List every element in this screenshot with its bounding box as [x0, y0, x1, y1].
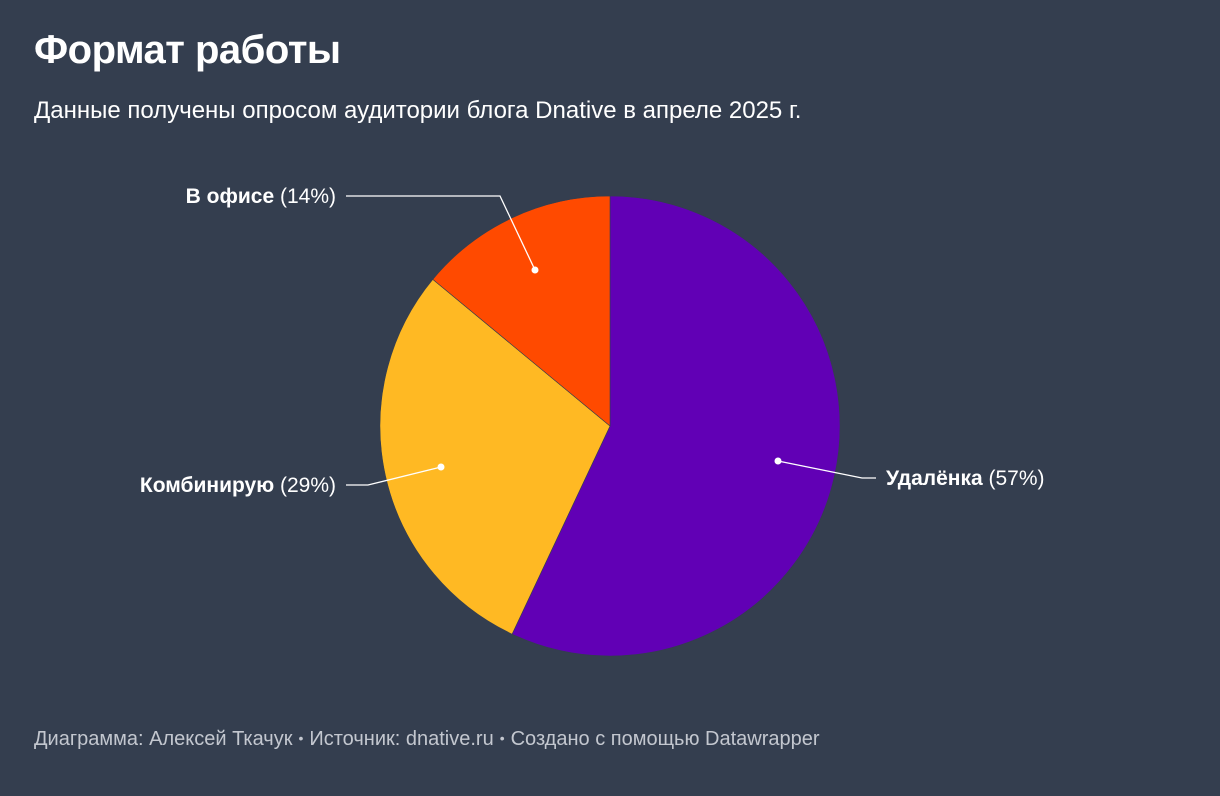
leader-dot	[531, 266, 539, 274]
slice-label-name: Комбинирую	[140, 474, 274, 497]
pie-slices	[379, 195, 841, 657]
pie-annotations: Удалёнка (57%) Комбинирую (29%) В офисе (1…	[140, 185, 1045, 497]
slice-label-value: (29%)	[274, 474, 336, 497]
pie-slice	[379, 278, 611, 635]
leader-line	[777, 460, 876, 479]
leader-dot	[774, 457, 782, 465]
source-link[interactable]: Источник: dnative.ru	[309, 728, 494, 750]
pie-slice	[432, 195, 611, 427]
datawrapper-link[interactable]: Создано с помощью Datawrapper	[510, 728, 820, 750]
leader-dot	[437, 463, 445, 471]
footer-separator: •	[298, 730, 304, 746]
slice-label: Комбинирую (29%)	[140, 474, 336, 497]
chart-title: Формат работы	[34, 28, 341, 72]
slice-label: Удалёнка (57%)	[886, 467, 1045, 490]
leader-line	[346, 195, 536, 271]
chart-subtitle: Данные получены опросом аудитории блога …	[34, 97, 802, 124]
slice-label-name: В офисе	[186, 185, 274, 208]
slice-label: В офисе (14%)	[186, 185, 336, 208]
slice-label-value: (14%)	[274, 185, 336, 208]
chart-credit: Диаграмма: Алексей Ткачук	[34, 728, 293, 750]
chart-footer: Диаграмма: Алексей Ткачук • Источник: dnat…	[34, 727, 820, 751]
leader-line	[346, 466, 442, 486]
pie-slice	[511, 195, 841, 657]
slice-label-value: (57%)	[983, 467, 1045, 490]
slice-label-name: Удалёнка	[886, 467, 983, 490]
footer-separator: •	[499, 730, 505, 746]
